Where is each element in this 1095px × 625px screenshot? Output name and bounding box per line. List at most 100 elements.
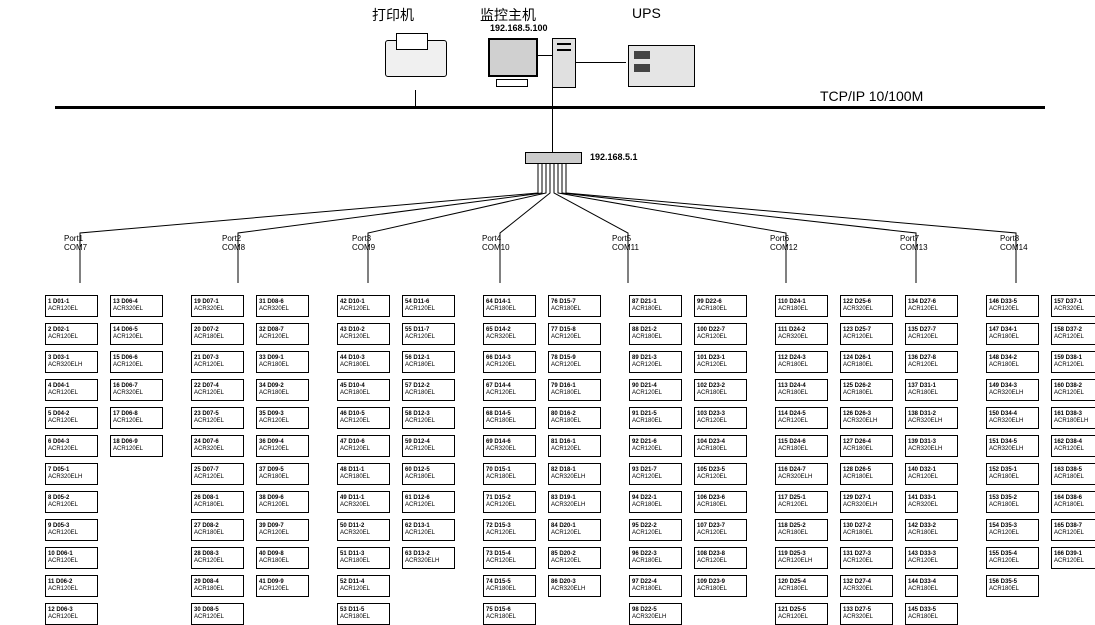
device-box: 90 D21-4ACR120EL xyxy=(629,379,682,401)
device-id-label: 125 D26-2 xyxy=(843,383,890,390)
device-model-label: ACR120EL xyxy=(486,502,533,509)
device-id-label: 18 D06-9 xyxy=(113,439,160,446)
device-id-label: 156 D35-5 xyxy=(989,579,1036,586)
device-id-label: 11 D06-2 xyxy=(48,579,95,586)
device-id-label: 17 D06-8 xyxy=(113,411,160,418)
device-model-label: ACR320ELH xyxy=(989,446,1036,453)
device-model-label: ACR120EL xyxy=(1054,558,1095,565)
device-box: 158 D37-2ACR120EL xyxy=(1051,323,1095,345)
device-id-label: 30 D08-5 xyxy=(194,607,241,614)
device-model-label: ACR180EL xyxy=(340,390,387,397)
device-columns-region: 1 D01-1ACR120EL2 D02-1ACR120EL3 D03-1ACR… xyxy=(45,295,1095,625)
device-id-label: 29 D08-4 xyxy=(194,579,241,586)
device-id-label: 13 D06-4 xyxy=(113,299,160,306)
device-model-label: ACR120EL xyxy=(632,530,679,537)
device-box: 70 D15-1ACR180EL xyxy=(483,463,536,485)
device-id-label: 96 D22-3 xyxy=(632,551,679,558)
device-id-label: 128 D26-5 xyxy=(843,467,890,474)
device-model-label: ACR120EL xyxy=(194,418,241,425)
device-id-label: 22 D07-4 xyxy=(194,383,241,390)
device-model-label: ACR120EL xyxy=(194,362,241,369)
device-id-label: 60 D12-5 xyxy=(405,467,452,474)
device-model-label: ACR320EL xyxy=(340,502,387,509)
device-model-label: ACR320ELH xyxy=(908,418,955,425)
device-model-label: ACR320ELH xyxy=(48,362,95,369)
device-model-label: ACR120EL xyxy=(405,502,452,509)
device-box: 121 D25-5ACR120EL xyxy=(775,603,828,625)
device-box: 86 D20-3ACR320ELH xyxy=(548,575,601,597)
port-label: Port5COM11 xyxy=(612,234,639,252)
device-model-label: ACR180EL xyxy=(778,586,825,593)
device-model-label: ACR180EL xyxy=(778,446,825,453)
device-id-label: 107 D23-7 xyxy=(697,523,744,530)
device-box: 10 D06-1ACR120EL xyxy=(45,547,98,569)
device-model-label: ACR320EL xyxy=(843,586,890,593)
device-box: 122 D25-6ACR320EL xyxy=(840,295,893,317)
device-model-label: ACR180EL xyxy=(989,586,1036,593)
device-box: 151 D34-5ACR320ELH xyxy=(986,435,1039,457)
device-model-label: ACR180EL xyxy=(908,390,955,397)
device-id-label: 40 D09-8 xyxy=(259,551,306,558)
device-model-label: ACR180EL xyxy=(1054,502,1095,509)
device-id-label: 92 D21-6 xyxy=(632,439,679,446)
device-id-label: 6 D04-3 xyxy=(48,439,95,446)
device-box: 126 D26-3ACR320ELH xyxy=(840,407,893,429)
device-model-label: ACR320EL xyxy=(843,306,890,313)
device-id-label: 27 D08-2 xyxy=(194,523,241,530)
device-id-label: 63 D13-2 xyxy=(405,551,452,558)
device-id-label: 24 D07-6 xyxy=(194,439,241,446)
device-box: 51 D11-3ACR180EL xyxy=(337,547,390,569)
device-box: 144 D33-4ACR180EL xyxy=(905,575,958,597)
device-model-label: ACR120EL xyxy=(48,306,95,313)
device-box: 9 D05-3ACR120EL xyxy=(45,519,98,541)
device-box: 64 D14-1ACR180EL xyxy=(483,295,536,317)
device-box: 25 D07-7ACR120EL xyxy=(191,463,244,485)
device-id-label: 52 D11-4 xyxy=(340,579,387,586)
device-model-label: ACR120EL xyxy=(632,446,679,453)
device-id-label: 25 D07-7 xyxy=(194,467,241,474)
device-box: 80 D16-2ACR180EL xyxy=(548,407,601,429)
device-id-label: 78 D15-9 xyxy=(551,355,598,362)
device-column: 99 D22-6ACR180EL100 D22-7ACR120EL101 D23… xyxy=(694,295,747,625)
device-model-label: ACR180EL xyxy=(843,446,890,453)
device-id-label: 9 D05-3 xyxy=(48,523,95,530)
device-model-label: ACR120EL xyxy=(908,474,955,481)
device-model-label: ACR120EL xyxy=(405,446,452,453)
device-box: 134 D27-6ACR120EL xyxy=(905,295,958,317)
device-column: 13 D06-4ACR320EL14 D06-5ACR120EL15 D06-6… xyxy=(110,295,163,625)
device-model-label: ACR180EL xyxy=(632,502,679,509)
device-box: 65 D14-2ACR320EL xyxy=(483,323,536,345)
device-id-label: 16 D06-7 xyxy=(113,383,160,390)
device-box: 147 D34-1ACR180EL xyxy=(986,323,1039,345)
device-box: 4 D04-1ACR120EL xyxy=(45,379,98,401)
device-id-label: 4 D04-1 xyxy=(48,383,95,390)
device-column: 87 D21-1ACR180EL88 D21-2ACR180EL89 D21-3… xyxy=(629,295,682,625)
device-id-label: 110 D24-1 xyxy=(778,299,825,306)
monitor-icon xyxy=(488,38,536,88)
device-id-label: 147 D34-1 xyxy=(989,327,1036,334)
device-id-label: 5 D04-2 xyxy=(48,411,95,418)
device-box: 113 D24-4ACR180EL xyxy=(775,379,828,401)
device-model-label: ACR120EL xyxy=(486,362,533,369)
device-id-label: 66 D14-3 xyxy=(486,355,533,362)
device-box: 34 D09-2ACR180EL xyxy=(256,379,309,401)
printer-link-line xyxy=(415,90,416,106)
device-model-label: ACR120EL xyxy=(405,530,452,537)
device-id-label: 10 D06-1 xyxy=(48,551,95,558)
device-model-label: ACR320ELH xyxy=(989,390,1036,397)
device-id-label: 97 D22-4 xyxy=(632,579,679,586)
device-box: 18 D06-9ACR120EL xyxy=(110,435,163,457)
device-model-label: ACR180EL xyxy=(697,586,744,593)
device-id-label: 102 D23-2 xyxy=(697,383,744,390)
device-model-label: ACR120EL xyxy=(989,530,1036,537)
device-id-label: 85 D20-2 xyxy=(551,551,598,558)
device-model-label: ACR120EL xyxy=(259,334,306,341)
device-id-label: 133 D27-5 xyxy=(843,607,890,614)
device-id-label: 146 D33-5 xyxy=(989,299,1036,306)
device-id-label: 2 D02-1 xyxy=(48,327,95,334)
device-box: 79 D16-1ACR180EL xyxy=(548,379,601,401)
device-box: 22 D07-4ACR120EL xyxy=(191,379,244,401)
device-box: 95 D22-2ACR120EL xyxy=(629,519,682,541)
device-column: 64 D14-1ACR180EL 65 D14-2ACR320EL 66 D14-3… xyxy=(483,295,536,625)
device-box: 41 D09-9ACR120EL xyxy=(256,575,309,597)
